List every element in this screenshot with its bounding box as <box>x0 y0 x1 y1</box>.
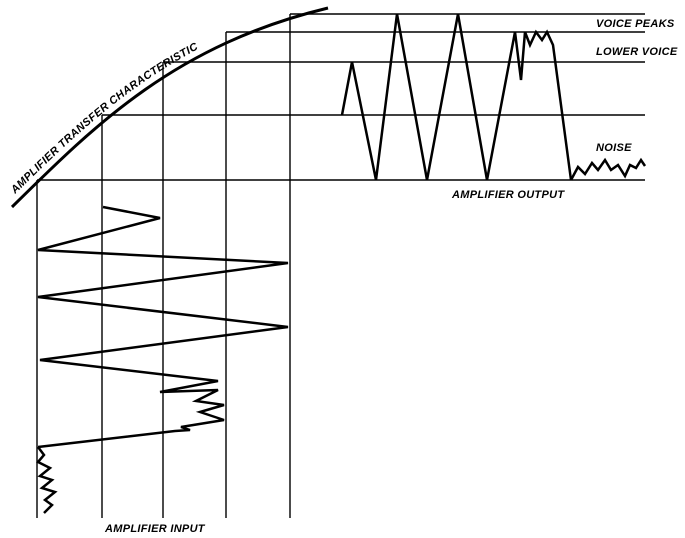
transfer-characteristic-curve <box>10 6 329 209</box>
lower-voice-label: LOWER VOICE <box>596 46 678 58</box>
input-waveform <box>37 205 289 449</box>
transfer-characteristic-label: AMPLIFIER TRANSFER CHARACTERISTIC <box>8 40 201 196</box>
noise-label: NOISE <box>596 142 632 154</box>
output-noise <box>569 157 647 181</box>
output-waveform <box>340 13 573 181</box>
input-noise <box>36 446 58 514</box>
amplifier-output-label: AMPLIFIER OUTPUT <box>451 189 565 201</box>
amplifier-input-label: AMPLIFIER INPUT <box>104 523 206 535</box>
voice-peaks-label: VOICE PEAKS <box>596 18 675 30</box>
